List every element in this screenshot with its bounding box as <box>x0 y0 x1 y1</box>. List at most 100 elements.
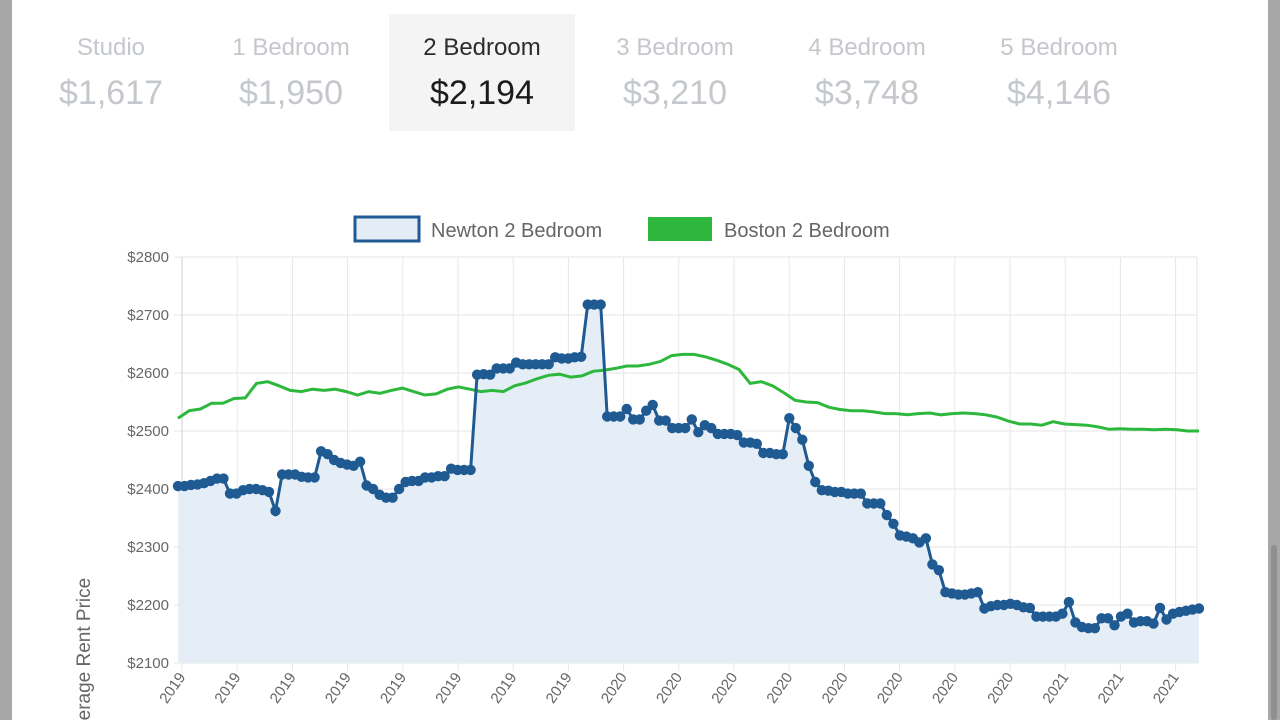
newton-data-point[interactable] <box>855 488 866 499</box>
tab-label: 2 Bedroom <box>423 34 541 61</box>
x-tick-label: 2020 <box>819 670 852 707</box>
newton-data-point[interactable] <box>972 587 984 598</box>
newton-data-point[interactable] <box>810 476 821 488</box>
newton-data-point[interactable] <box>393 483 405 495</box>
tab-label: Studio <box>76 34 146 61</box>
newton-data-point[interactable] <box>1109 620 1120 631</box>
newton-data-point[interactable] <box>387 492 398 503</box>
tab-value: $4,146 <box>1007 74 1111 112</box>
newton-data-point[interactable] <box>485 369 496 380</box>
x-tick-label: 2021 <box>1095 670 1128 707</box>
tab-label: 4 Bedroom <box>808 34 926 61</box>
x-tick-label: 2020 <box>984 670 1017 707</box>
tab-label: 3 Bedroom <box>616 34 734 61</box>
y-tick-label: $2400 <box>127 481 169 498</box>
newton-data-point[interactable] <box>595 299 606 310</box>
y-tick-label: $2600 <box>127 365 169 382</box>
newton-data-point[interactable] <box>680 422 691 434</box>
x-tick-label: 2019 <box>487 670 520 707</box>
x-tick-label: 2019 <box>432 670 465 707</box>
y-tick-label: $2200 <box>127 597 169 614</box>
tab-value: $3,748 <box>815 74 919 112</box>
scrollbar-track[interactable] <box>1268 0 1280 720</box>
newton-data-point[interactable] <box>875 498 886 509</box>
x-tick-label: 2019 <box>156 670 189 707</box>
newton-data-point[interactable] <box>803 460 814 471</box>
newton-data-point[interactable] <box>1193 603 1205 614</box>
newton-data-point[interactable] <box>263 486 275 498</box>
newton-data-point[interactable] <box>218 473 229 484</box>
rent-price-chart: Newton 2 Bedroom Boston 2 Bedroom $2800$… <box>74 215 1205 720</box>
x-tick-label: 2019 <box>211 670 244 707</box>
newton-data-point[interactable] <box>777 449 788 460</box>
newton-data-point[interactable] <box>888 518 899 529</box>
x-axis-ticks: 2019 2019 2019 2019 2019 2019 2019 2019 2020 2020… <box>156 670 1183 707</box>
newton-data-point[interactable] <box>1063 596 1075 608</box>
y-tick-label: $2300 <box>127 539 169 556</box>
y-axis-ticks: $2800 $2700 $2600 $2500 $2400 $2300 $2200 $2100 <box>127 249 169 672</box>
x-tick-label: 2020 <box>763 670 796 707</box>
x-tick-label: 2020 <box>929 670 962 707</box>
newton-data-point[interactable] <box>1122 608 1133 619</box>
y-tick-label: $2100 <box>127 655 169 672</box>
tab-studio[interactable]: Studio $1,617 <box>18 14 204 131</box>
y-tick-label: $2500 <box>127 423 169 440</box>
chart-legend: Newton 2 Bedroom Boston 2 Bedroom <box>353 215 890 243</box>
newton-area-fill <box>178 304 1199 663</box>
boston-series-line <box>177 352 1199 433</box>
newton-data-point[interactable] <box>732 429 743 441</box>
tab-5-bedroom[interactable]: 5 Bedroom $4,146 <box>966 14 1152 131</box>
newton-data-point[interactable] <box>933 565 945 576</box>
newton-data-point[interactable] <box>693 427 704 438</box>
newton-data-point[interactable] <box>576 351 587 362</box>
y-tick-label: $2700 <box>127 307 169 324</box>
x-tick-label: 2020 <box>598 670 631 707</box>
x-tick-label: 2019 <box>322 670 355 707</box>
x-tick-label: 2019 <box>267 670 300 707</box>
tab-3-bedroom[interactable]: 3 Bedroom $3,210 <box>582 14 768 131</box>
legend-label-newton: Newton 2 Bedroom <box>431 220 602 242</box>
y-tick-label: $2800 <box>127 249 169 266</box>
tab-4-bedroom[interactable]: 4 Bedroom $3,748 <box>774 14 960 131</box>
tab-2-bedroom[interactable]: 2 Bedroom $2,194 <box>389 14 575 131</box>
legend-swatch-newton[interactable] <box>353 215 421 243</box>
newton-data-point[interactable] <box>309 472 320 483</box>
tab-value: $1,950 <box>239 74 343 112</box>
newton-data-point[interactable] <box>686 414 697 425</box>
left-frame-edge <box>0 0 12 720</box>
newton-data-point[interactable] <box>543 359 554 370</box>
newton-data-point[interactable] <box>647 399 658 411</box>
newton-data-point[interactable] <box>790 422 801 434</box>
newton-data-point[interactable] <box>354 456 366 467</box>
newton-data-point[interactable] <box>1024 602 1036 614</box>
newton-data-point[interactable] <box>1102 613 1114 624</box>
newton-data-point[interactable] <box>797 434 808 445</box>
x-tick-label: 2020 <box>708 670 741 707</box>
scrollbar-thumb[interactable] <box>1271 545 1277 720</box>
bedroom-tabs: Studio $1,617 1 Bedroom $1,950 2 Bedroom… <box>18 14 1188 131</box>
newton-data-point[interactable] <box>439 471 450 482</box>
newton-data-point[interactable] <box>751 438 762 449</box>
newton-data-point[interactable] <box>784 413 795 424</box>
newton-data-point[interactable] <box>615 411 626 422</box>
tab-value: $2,194 <box>430 74 534 112</box>
newton-data-point[interactable] <box>634 414 645 425</box>
newton-data-point[interactable] <box>465 464 476 476</box>
x-tick-label: 2019 <box>543 670 576 707</box>
legend-label-boston: Boston 2 Bedroom <box>724 220 890 242</box>
x-tick-label: 2020 <box>874 670 907 707</box>
newton-data-point[interactable] <box>270 505 281 517</box>
newton-data-point[interactable] <box>1154 602 1166 614</box>
newton-data-point[interactable] <box>660 415 671 426</box>
newton-data-point[interactable] <box>920 533 932 544</box>
newton-data-point[interactable] <box>881 509 892 521</box>
newton-data-point[interactable] <box>621 403 632 415</box>
newton-series-points <box>172 299 1205 634</box>
newton-data-point[interactable] <box>1057 608 1068 619</box>
newton-data-point[interactable] <box>1148 618 1159 629</box>
tab-label: 1 Bedroom <box>232 34 350 61</box>
legend-swatch-boston[interactable] <box>648 217 712 241</box>
x-tick-label: 2021 <box>1150 670 1183 707</box>
newton-data-point[interactable] <box>1089 623 1101 634</box>
tab-1-bedroom[interactable]: 1 Bedroom $1,950 <box>198 14 384 131</box>
